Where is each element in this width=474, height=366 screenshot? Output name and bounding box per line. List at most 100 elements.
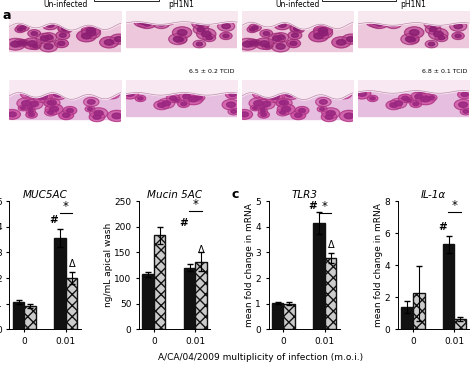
Circle shape — [165, 19, 172, 23]
Circle shape — [85, 106, 95, 112]
Circle shape — [295, 107, 309, 115]
Circle shape — [262, 43, 273, 49]
Circle shape — [77, 30, 96, 42]
Circle shape — [20, 88, 40, 100]
Circle shape — [41, 33, 57, 42]
Circle shape — [44, 98, 60, 108]
Bar — [358, 88, 469, 116]
Circle shape — [42, 20, 58, 30]
Circle shape — [45, 109, 56, 116]
Circle shape — [452, 32, 464, 40]
Circle shape — [252, 41, 257, 44]
Circle shape — [174, 99, 179, 101]
Circle shape — [460, 108, 472, 115]
Circle shape — [177, 30, 187, 36]
Circle shape — [39, 41, 58, 52]
Circle shape — [322, 108, 340, 119]
Circle shape — [344, 113, 354, 119]
Circle shape — [285, 92, 295, 97]
Circle shape — [66, 109, 73, 113]
Circle shape — [153, 19, 170, 29]
Circle shape — [254, 101, 263, 106]
Circle shape — [90, 108, 108, 119]
Circle shape — [48, 101, 56, 105]
Circle shape — [196, 42, 202, 46]
Bar — [443, 244, 455, 329]
Bar — [195, 262, 207, 329]
Circle shape — [229, 93, 236, 97]
Circle shape — [319, 30, 328, 36]
Circle shape — [454, 100, 472, 110]
Circle shape — [428, 42, 435, 46]
Circle shape — [135, 95, 146, 101]
Circle shape — [314, 33, 324, 39]
Circle shape — [8, 112, 16, 117]
Circle shape — [321, 112, 337, 122]
Circle shape — [317, 106, 327, 112]
Circle shape — [260, 41, 269, 46]
Circle shape — [203, 34, 216, 42]
Circle shape — [21, 107, 25, 109]
Circle shape — [261, 110, 265, 113]
Bar — [9, 92, 121, 119]
Circle shape — [463, 110, 469, 113]
Circle shape — [434, 31, 443, 37]
Circle shape — [89, 112, 105, 122]
Title: IL-1α: IL-1α — [421, 190, 447, 200]
Circle shape — [292, 33, 298, 37]
Circle shape — [346, 37, 355, 42]
Circle shape — [19, 40, 29, 46]
Circle shape — [50, 107, 58, 112]
Circle shape — [104, 90, 119, 99]
Circle shape — [276, 98, 292, 108]
Bar — [401, 307, 413, 329]
Circle shape — [415, 94, 423, 99]
Circle shape — [314, 25, 332, 36]
Circle shape — [231, 110, 237, 113]
Circle shape — [339, 110, 358, 122]
Circle shape — [218, 21, 235, 31]
Circle shape — [47, 111, 54, 114]
Circle shape — [37, 94, 47, 100]
Circle shape — [272, 41, 290, 52]
Circle shape — [370, 97, 375, 100]
Circle shape — [278, 22, 286, 27]
Circle shape — [193, 40, 206, 48]
Circle shape — [93, 115, 101, 119]
Circle shape — [157, 21, 165, 26]
Circle shape — [374, 20, 384, 26]
Circle shape — [342, 34, 359, 44]
Circle shape — [82, 25, 100, 36]
Circle shape — [83, 97, 99, 107]
Circle shape — [236, 109, 253, 119]
Circle shape — [87, 100, 95, 104]
Circle shape — [386, 101, 401, 110]
Circle shape — [108, 110, 126, 122]
Circle shape — [169, 34, 187, 45]
Circle shape — [459, 102, 467, 107]
Circle shape — [425, 25, 441, 34]
Circle shape — [26, 111, 37, 118]
Circle shape — [181, 102, 187, 106]
Circle shape — [183, 93, 203, 105]
Circle shape — [253, 88, 272, 100]
Circle shape — [173, 27, 192, 38]
Circle shape — [428, 96, 434, 99]
Circle shape — [220, 32, 232, 40]
Circle shape — [22, 41, 27, 45]
Circle shape — [178, 100, 190, 108]
Circle shape — [94, 111, 103, 116]
Circle shape — [250, 28, 255, 31]
Circle shape — [45, 104, 63, 115]
Circle shape — [82, 27, 100, 39]
Bar — [66, 278, 77, 329]
Circle shape — [405, 36, 415, 42]
Circle shape — [17, 24, 29, 31]
Bar — [126, 88, 237, 116]
Circle shape — [32, 91, 52, 102]
Circle shape — [393, 17, 407, 25]
Circle shape — [318, 28, 328, 33]
Circle shape — [226, 90, 240, 99]
Circle shape — [366, 16, 385, 27]
Circle shape — [336, 90, 352, 99]
